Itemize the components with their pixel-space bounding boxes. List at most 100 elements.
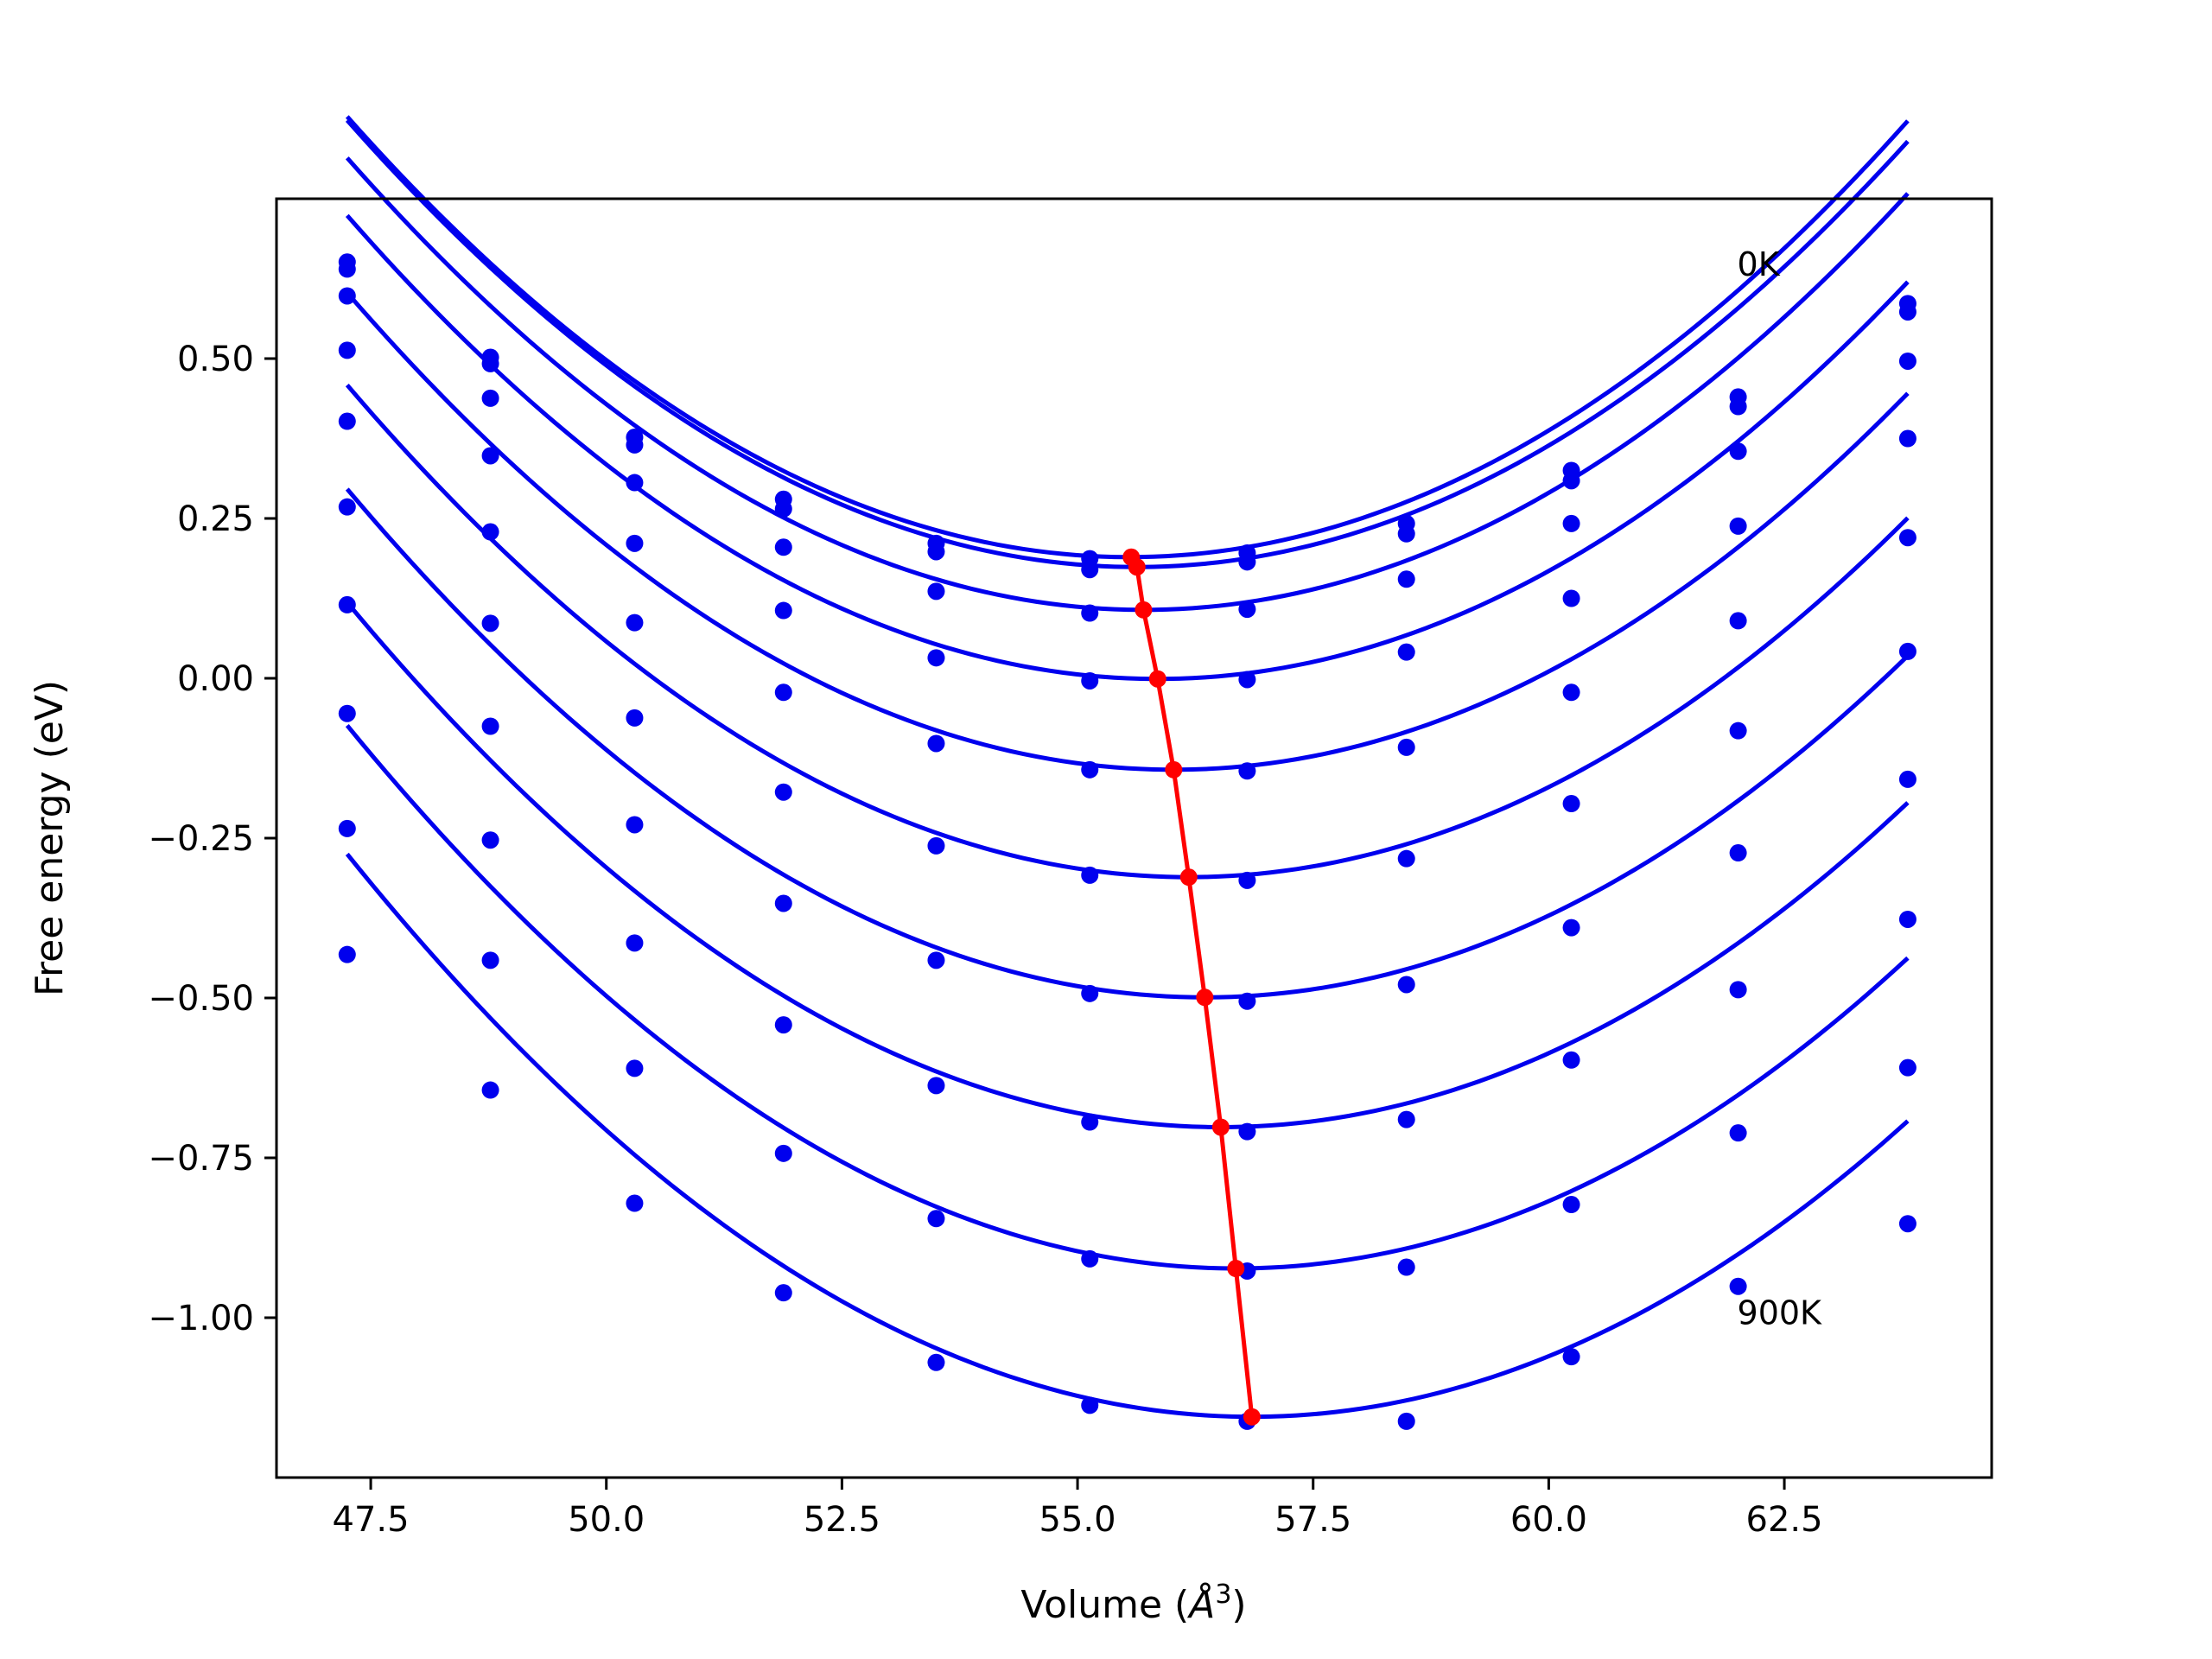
data-point-5-9 <box>1729 721 1747 740</box>
y-tick-label-1: 0.25 <box>177 499 254 539</box>
data-point-3-7 <box>1397 643 1415 661</box>
x-tick-label-6: 62.5 <box>1746 1500 1823 1540</box>
data-point-9-9 <box>1729 1277 1747 1295</box>
fit-curve-5 <box>345 384 1910 880</box>
data-point-9-1 <box>481 1081 499 1099</box>
data-point-5-0 <box>338 498 356 516</box>
fit-curve-1 <box>345 118 1910 569</box>
data-point-4-3 <box>774 683 792 702</box>
data-point-8-10 <box>1898 1058 1916 1077</box>
data-point-3-1 <box>481 447 499 465</box>
y-tick-label-0: 0.50 <box>177 340 254 379</box>
x-axis-ticks: 47.5 50.0 52.5 55.0 57.5 60.0 62.5 <box>333 1478 1823 1540</box>
data-point-6-3 <box>774 894 792 912</box>
data-point-9-5 <box>1081 1396 1099 1414</box>
data-point-7-8 <box>1562 1051 1580 1069</box>
data-point-5-3 <box>774 783 792 801</box>
data-point-8-9 <box>1729 1124 1747 1142</box>
data-point-3-8 <box>1562 589 1580 607</box>
data-point-2-9 <box>1729 442 1747 461</box>
data-point-9-10 <box>1898 1215 1916 1233</box>
data-point-7-4 <box>927 1077 945 1095</box>
data-point-3-5 <box>1081 671 1099 690</box>
data-point-3-3 <box>774 601 792 620</box>
data-point-4-4 <box>927 734 945 753</box>
data-point-9-3 <box>774 1284 792 1302</box>
y-tick-label-5: −0.75 <box>148 1139 254 1179</box>
data-point-2-7 <box>1397 570 1415 588</box>
data-point-2-4 <box>927 582 945 601</box>
data-point-1-6 <box>1238 553 1256 571</box>
data-point-3-10 <box>1898 429 1916 448</box>
y-tick-label-6: −1.00 <box>148 1299 254 1338</box>
data-point-9-8 <box>1562 1348 1580 1366</box>
data-point-7-0 <box>338 704 356 722</box>
data-point-4-5 <box>1081 760 1099 779</box>
x-axis-label: Volume (Å3) <box>1020 1580 1246 1628</box>
data-point-8-2 <box>626 1059 644 1077</box>
data-point-2-3 <box>774 538 792 556</box>
data-point-8-1 <box>481 951 499 969</box>
data-point-6-1 <box>481 717 499 735</box>
data-point-1-3 <box>774 499 792 518</box>
annotation-0: 0K <box>1738 245 1781 283</box>
annotations: 0K 900K <box>1738 245 1823 1332</box>
data-point-3-2 <box>626 534 644 552</box>
data-point-9-7 <box>1397 1412 1415 1430</box>
data-point-4-2 <box>626 613 644 632</box>
data-point-1-7 <box>1397 524 1415 543</box>
data-point-8-0 <box>338 819 356 837</box>
data-point-9-2 <box>626 1194 644 1212</box>
annotation-1: 900K <box>1738 1294 1823 1332</box>
x-tick-label-1: 50.0 <box>568 1500 645 1540</box>
y-axis-label: Free energy (eV) <box>28 680 72 996</box>
data-point-2-5 <box>1081 604 1099 622</box>
fit-curves <box>345 115 1910 1420</box>
fit-curve-6 <box>345 487 1910 1000</box>
minima-path <box>1129 556 1255 1417</box>
fit-curve-7 <box>345 601 1910 1129</box>
minimum-point-3 <box>1148 670 1166 688</box>
data-point-5-4 <box>927 836 945 855</box>
data-point-5-10 <box>1898 642 1916 660</box>
minima-line <box>1122 548 1261 1426</box>
x-tick-label-5: 60.0 <box>1510 1500 1587 1540</box>
y-tick-label-3: −0.25 <box>148 819 254 859</box>
data-point-9-4 <box>927 1353 945 1371</box>
fit-curve-4 <box>345 291 1910 772</box>
data-point-5-7 <box>1397 849 1415 868</box>
data-point-5-8 <box>1562 795 1580 813</box>
minimum-point-9 <box>1243 1408 1261 1426</box>
x-tick-label-4: 57.5 <box>1274 1500 1351 1540</box>
data-point-3-0 <box>338 341 356 359</box>
minimum-point-1 <box>1128 558 1146 576</box>
data-point-1-4 <box>927 543 945 561</box>
data-point-1-2 <box>626 435 644 454</box>
data-point-4-0 <box>338 412 356 430</box>
data-point-6-4 <box>927 951 945 969</box>
data-point-7-3 <box>774 1016 792 1034</box>
data-point-5-2 <box>626 709 644 727</box>
minimum-point-6 <box>1196 988 1214 1007</box>
minimum-point-7 <box>1211 1118 1230 1136</box>
minimum-point-4 <box>1165 760 1183 779</box>
data-point-7-6 <box>1238 1122 1256 1141</box>
data-point-7-7 <box>1397 1110 1415 1128</box>
data-point-9-0 <box>338 945 356 963</box>
data-point-8-8 <box>1562 1196 1580 1214</box>
fit-curve-2 <box>345 156 1910 613</box>
y-tick-label-2: 0.00 <box>177 659 254 699</box>
data-point-4-6 <box>1238 762 1256 780</box>
x-tick-label-0: 47.5 <box>333 1500 410 1540</box>
data-point-3-6 <box>1238 671 1256 689</box>
x-tick-label-3: 55.0 <box>1039 1500 1116 1540</box>
data-point-6-9 <box>1729 844 1747 862</box>
data-point-1-0 <box>338 260 356 278</box>
data-point-7-2 <box>626 934 644 952</box>
data-point-4-10 <box>1898 529 1916 547</box>
data-point-6-7 <box>1397 976 1415 994</box>
data-point-1-5 <box>1081 561 1099 579</box>
x-tick-label-2: 52.5 <box>804 1500 880 1540</box>
